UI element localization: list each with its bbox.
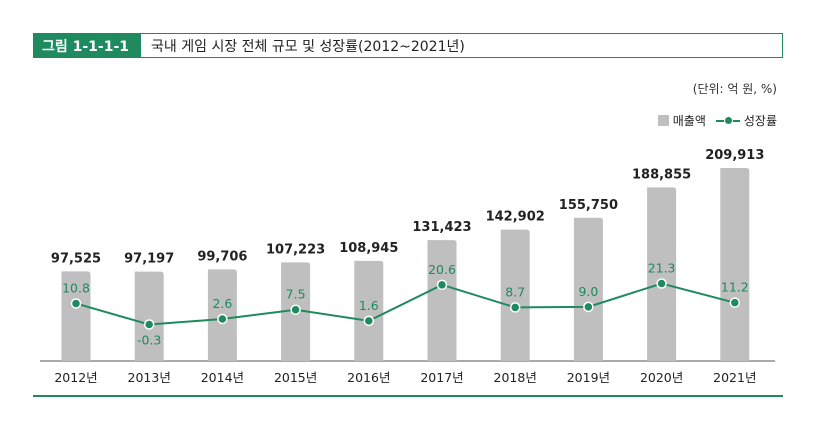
bar bbox=[500, 229, 530, 361]
bar bbox=[61, 271, 91, 361]
growth-rate-point bbox=[363, 315, 375, 327]
growth-rate-label: 9.0 bbox=[578, 284, 598, 299]
growth-rate-label: 10.8 bbox=[62, 280, 90, 295]
bar bbox=[427, 240, 457, 361]
growth-rate-label: 21.3 bbox=[648, 261, 676, 276]
bar-value-label: 131,423 bbox=[412, 220, 471, 235]
figure-label: 그림 1-1-1-1 bbox=[34, 34, 142, 57]
growth-rate-point bbox=[509, 302, 521, 313]
figure-title-bar: 그림 1-1-1-1 국내 게임 시장 전체 규모 및 성장률(2012~202… bbox=[33, 33, 783, 58]
figure-title: 국내 게임 시장 전체 규모 및 성장률(2012~2021년) bbox=[151, 38, 465, 55]
growth-rate-point bbox=[70, 298, 82, 309]
growth-rate-label: 11.2 bbox=[721, 280, 749, 295]
growth-rate-label: -0.3 bbox=[137, 333, 161, 348]
legend-bar-label: 매출액 bbox=[672, 114, 706, 128]
bar-value-label: 108,945 bbox=[339, 241, 398, 256]
growth-rate-point bbox=[436, 279, 448, 291]
growth-rate-point bbox=[143, 319, 155, 330]
bottom-rule bbox=[33, 395, 783, 397]
bar-value-label: 97,197 bbox=[124, 252, 174, 267]
growth-rate-point bbox=[656, 278, 667, 289]
unit-label: (단위: 억 원, %) bbox=[692, 82, 777, 96]
bar-value-label: 155,750 bbox=[559, 198, 618, 213]
bar bbox=[134, 271, 164, 361]
growth-rate-label: 8.7 bbox=[505, 284, 525, 299]
x-tick-label: 2015년 bbox=[274, 370, 317, 385]
growth-rate-line bbox=[75, 282, 736, 326]
bar-value-label: 142,902 bbox=[486, 210, 545, 225]
bar-value-label: 209,913 bbox=[705, 148, 764, 163]
x-tick-label: 2016년 bbox=[347, 370, 390, 385]
growth-rate-label: 7.5 bbox=[286, 287, 306, 302]
bar-value-label: 99,706 bbox=[197, 249, 247, 264]
growth-rate-label: 1.6 bbox=[359, 298, 379, 313]
growth-rate-point bbox=[290, 304, 301, 315]
growth-rate-label: 20.6 bbox=[428, 262, 456, 277]
x-tick-label: 2019년 bbox=[567, 370, 610, 385]
x-tick-label: 2013년 bbox=[128, 370, 171, 385]
x-tick-label: 2012년 bbox=[54, 370, 97, 385]
bar bbox=[720, 168, 750, 361]
growth-rate-point bbox=[729, 297, 741, 308]
bar bbox=[354, 260, 384, 361]
x-tick-label: 2020년 bbox=[640, 370, 683, 385]
x-tick-label: 2018년 bbox=[494, 370, 537, 385]
bar-value-label: 97,525 bbox=[51, 251, 101, 266]
legend-bar-swatch bbox=[657, 115, 669, 126]
x-tick-label: 2017년 bbox=[420, 370, 463, 385]
x-tick-label: 2021년 bbox=[713, 370, 756, 385]
legend-line-swatch bbox=[715, 115, 740, 126]
bar-value-label: 188,855 bbox=[632, 167, 691, 182]
legend-item-line: 성장률 bbox=[715, 112, 777, 129]
growth-rate-point bbox=[217, 313, 228, 325]
bar-value-label: 107,223 bbox=[266, 242, 325, 257]
growth-rate-label: 2.6 bbox=[212, 296, 232, 311]
x-tick-label: 2014년 bbox=[201, 370, 244, 385]
bar bbox=[647, 187, 677, 361]
chart-legend: 매출액 성장률 bbox=[657, 112, 777, 129]
growth-rate-point bbox=[583, 301, 594, 313]
legend-item-bar: 매출액 bbox=[657, 112, 706, 129]
bar bbox=[573, 217, 603, 361]
legend-line-label: 성장률 bbox=[743, 114, 777, 128]
